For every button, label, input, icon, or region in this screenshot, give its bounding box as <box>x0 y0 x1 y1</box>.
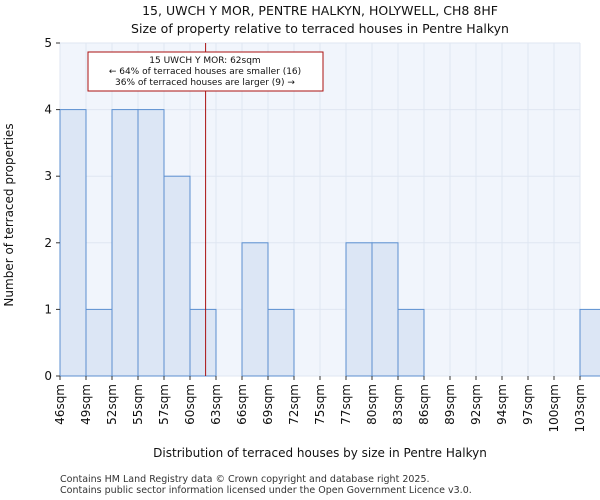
x-tick-label: 72sqm <box>287 384 301 425</box>
x-tick-label: 55sqm <box>131 384 145 425</box>
y-tick-label: 1 <box>44 302 52 316</box>
footer-line-2: Contains public sector information licen… <box>60 485 472 496</box>
bar-52sqm <box>111 109 139 377</box>
x-tick-label: 60sqm <box>183 384 197 425</box>
footer-line-1: Contains HM Land Registry data © Crown c… <box>60 474 430 485</box>
y-tick-label: 3 <box>44 169 52 183</box>
x-tick-label: 46sqm <box>53 384 67 425</box>
x-tick-label: 52sqm <box>105 384 119 425</box>
annotation-line-1: 15 UWCH Y MOR: 62sqm <box>149 56 260 66</box>
x-tick-label: 103sqm <box>573 384 587 432</box>
x-tick-label: 49sqm <box>79 384 93 425</box>
y-tick-label: 0 <box>44 369 52 383</box>
bar-66sqm <box>241 242 269 377</box>
x-tick-label: 69sqm <box>261 384 275 425</box>
bar-49sqm <box>85 308 113 377</box>
x-tick-label: 63sqm <box>209 384 223 425</box>
x-tick-label: 57sqm <box>157 384 171 425</box>
bar-77sqm <box>345 242 373 377</box>
x-tick-label: 94sqm <box>495 384 509 425</box>
bar-60sqm <box>189 308 217 377</box>
x-tick-label: 86sqm <box>417 384 431 425</box>
bar-46sqm <box>59 109 87 377</box>
chart-title: 15, UWCH Y MOR, PENTRE HALKYN, HOLYWELL,… <box>142 3 498 18</box>
bar-83sqm <box>397 308 425 377</box>
x-tick-label: 89sqm <box>443 384 457 425</box>
y-axis-ticks: 0 1 2 3 4 5 <box>44 36 60 383</box>
y-axis-label: Number of terraced properties <box>2 123 16 306</box>
y-tick-label: 4 <box>44 103 52 117</box>
x-tick-label: 100sqm <box>547 384 561 432</box>
bar-57sqm <box>163 175 191 377</box>
y-tick-label: 2 <box>44 236 52 250</box>
annotation-box: 15 UWCH Y MOR: 62sqm ← 64% of terraced h… <box>87 51 324 92</box>
y-tick-label: 5 <box>44 36 52 50</box>
x-tick-label: 77sqm <box>339 384 353 425</box>
x-tick-label: 80sqm <box>365 384 379 425</box>
bar-80sqm <box>371 242 399 377</box>
x-axis-ticks: 46sqm 49sqm 52sqm 55sqm 57sqm 60sqm 63sqm 66sqm… <box>53 376 587 432</box>
bar-103sqm <box>579 308 600 377</box>
bar-55sqm <box>137 109 165 377</box>
bar-69sqm <box>267 308 295 377</box>
x-tick-label: 66sqm <box>235 384 249 425</box>
annotation-line-2: ← 64% of terraced houses are smaller (16… <box>109 67 301 77</box>
x-tick-label: 92sqm <box>469 384 483 425</box>
annotation-line-3: 36% of terraced houses are larger (9) → <box>115 78 295 88</box>
x-axis-label: Distribution of terraced houses by size … <box>153 446 487 460</box>
x-tick-label: 75sqm <box>313 384 327 425</box>
chart-subtitle: Size of property relative to terraced ho… <box>131 21 509 36</box>
bars <box>59 109 600 377</box>
x-tick-label: 97sqm <box>521 384 535 425</box>
x-tick-label: 83sqm <box>391 384 405 425</box>
